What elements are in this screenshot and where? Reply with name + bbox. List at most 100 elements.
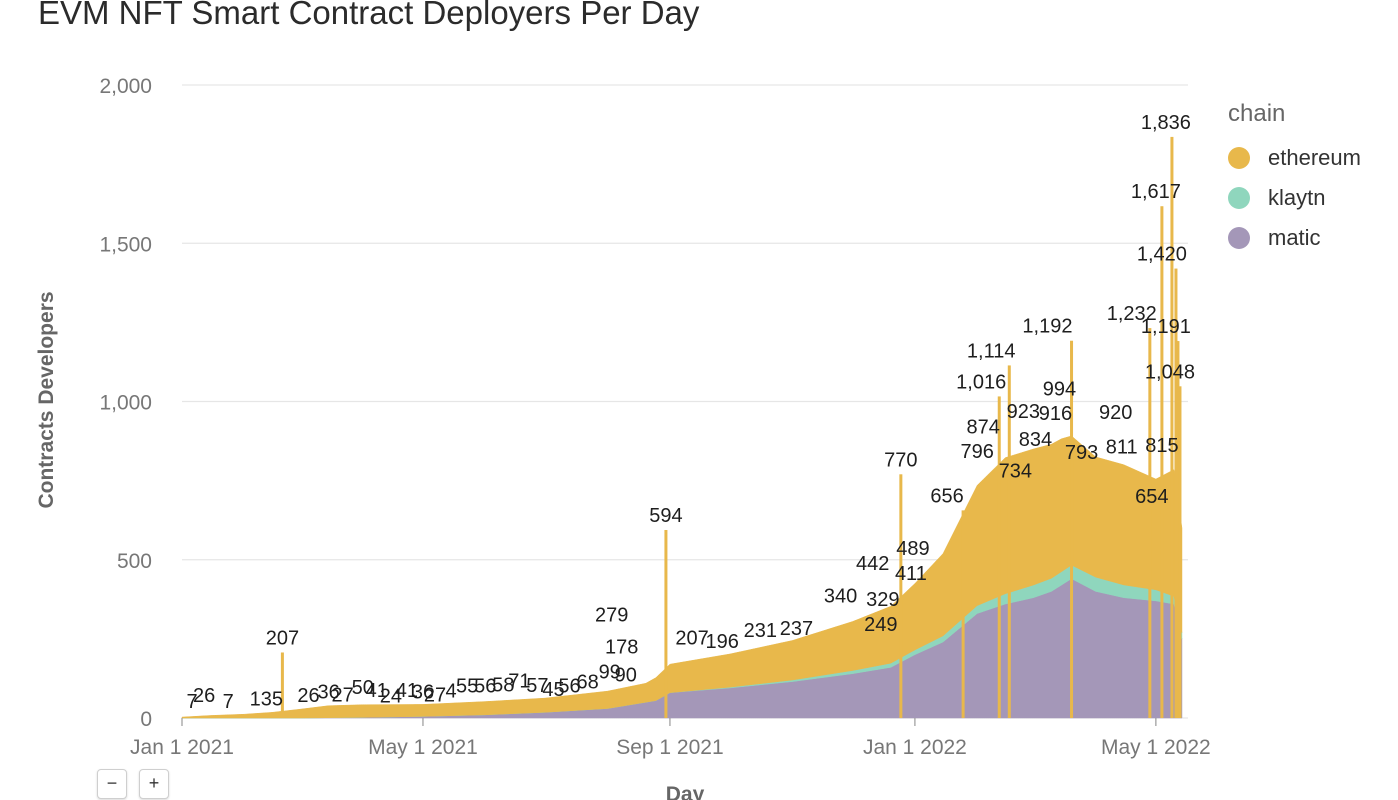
- data-label-25: 178: [605, 637, 638, 659]
- x-tick-label-3: Jan 1 2022: [863, 736, 967, 759]
- data-label-53: 1,232: [1107, 303, 1157, 325]
- data-label-26: 279: [595, 605, 628, 627]
- data-label-37: 489: [896, 538, 929, 560]
- peak-bar-11: [1176, 341, 1180, 718]
- peak-bar-3: [961, 510, 965, 718]
- data-label-48: 916: [1039, 403, 1072, 425]
- data-label-49: 994: [1043, 378, 1076, 400]
- data-label-38: 411: [895, 563, 927, 585]
- legend-label-ethereum: ethereum: [1268, 145, 1361, 170]
- peak-bar-10: [1174, 268, 1178, 718]
- peak-bar-5: [1007, 365, 1011, 718]
- data-label-36: 770: [884, 449, 917, 471]
- x-axis-title: Day: [666, 783, 705, 800]
- data-label-2: 7: [223, 691, 234, 713]
- series-layer: [181, 435, 1183, 719]
- peak-bar-0: [280, 652, 284, 718]
- data-label-1: 26: [193, 685, 215, 707]
- legend-label-klaytn: klaytn: [1268, 185, 1326, 210]
- y-tick-label-2000: 2,000: [99, 75, 152, 98]
- data-label-13: 27: [424, 684, 446, 706]
- spike-layer: [280, 136, 1182, 719]
- data-label-60: 1,836: [1141, 112, 1191, 134]
- data-label-7: 27: [332, 684, 354, 706]
- peak-bar-4: [997, 396, 1001, 718]
- data-label-33: 442: [856, 553, 889, 575]
- peak-bar-6: [1070, 340, 1074, 718]
- data-label-9: 41: [366, 680, 388, 702]
- legend-item-ethereum[interactable]: ethereum: [1228, 138, 1361, 178]
- data-label-31: 237: [780, 618, 813, 640]
- data-label-30: 231: [744, 620, 777, 642]
- x-tick-label-4: May 1 2022: [1101, 736, 1211, 759]
- data-label-45: 923: [1007, 401, 1040, 423]
- axis-layer: 0 500 1,000 1,500 2,000 Jan 1 2021 May 1 2021 S…: [99, 75, 1210, 759]
- legend-swatch-matic: [1228, 227, 1250, 249]
- data-label-24: 90: [615, 665, 637, 687]
- data-label-39: 656: [930, 485, 963, 507]
- chart-title: EVM NFT Smart Contract Deployers Per Day: [38, 0, 700, 31]
- data-label-15: 55: [456, 676, 478, 698]
- data-label-40: 796: [960, 441, 993, 463]
- zoom-in-button[interactable]: +: [139, 769, 169, 799]
- data-label-46: 834: [1019, 429, 1052, 451]
- data-label-16: 56: [474, 675, 496, 697]
- data-label-35: 249: [864, 614, 897, 636]
- peak-bar-2: [899, 474, 903, 718]
- legend: chain ethereum klaytn matic: [1228, 100, 1361, 258]
- data-label-23: 99: [599, 662, 621, 684]
- data-label-43: 1,114: [967, 340, 1016, 362]
- y-tick-label-1500: 1,500: [99, 233, 152, 256]
- data-label-32: 340: [824, 585, 857, 607]
- data-label-44: 734: [999, 461, 1032, 483]
- x-tick-label-0: Jan 1 2021: [130, 736, 234, 759]
- data-label-51: 920: [1099, 402, 1132, 424]
- data-label-58: 1,048: [1145, 361, 1195, 383]
- zoom-out-button[interactable]: −: [97, 769, 127, 799]
- data-label-17: 58: [492, 675, 514, 697]
- legend-swatch-ethereum: [1228, 147, 1250, 169]
- data-label-19: 57: [526, 675, 548, 697]
- legend-item-matic[interactable]: matic: [1228, 218, 1361, 258]
- series-area-ethereum: [181, 435, 1183, 719]
- data-label-4: 207: [266, 627, 299, 649]
- peak-bar-1: [664, 529, 668, 718]
- data-label-0: 7: [186, 691, 197, 713]
- data-label-55: 815: [1145, 435, 1178, 457]
- data-label-59: 1,617: [1131, 181, 1181, 203]
- data-label-11: 41: [396, 680, 418, 702]
- data-label-18: 71: [508, 671, 530, 693]
- data-label-50: 793: [1065, 442, 1098, 464]
- peak-bar-8: [1160, 206, 1164, 719]
- data-label-21: 56: [558, 675, 580, 697]
- data-label-52: 811: [1106, 436, 1138, 458]
- legend-title: chain: [1228, 100, 1286, 127]
- peak-bar-7: [1148, 328, 1152, 718]
- x-tick-label-2: Sep 1 2021: [616, 736, 723, 759]
- data-label-12: 36: [412, 682, 434, 704]
- data-label-54: 654: [1135, 486, 1168, 508]
- y-axis-title: Contracts Developers: [35, 291, 58, 508]
- data-label-10: 24: [380, 685, 402, 707]
- data-label-57: 1,420: [1137, 244, 1187, 266]
- data-label-3: 135: [250, 689, 283, 711]
- data-label-5: 26: [297, 685, 319, 707]
- data-label-20: 45: [542, 679, 564, 701]
- y-tick-label-500: 500: [117, 550, 152, 573]
- data-label-34: 329: [866, 589, 899, 611]
- data-label-56: 1,191: [1141, 316, 1191, 338]
- x-tick-label-1: May 1 2021: [368, 736, 478, 759]
- legend-item-klaytn[interactable]: klaytn: [1228, 178, 1361, 218]
- data-label-6: 36: [317, 682, 339, 704]
- peak-bar-9: [1170, 136, 1174, 718]
- data-label-42: 1,016: [956, 371, 1006, 393]
- data-label-28: 207: [675, 627, 708, 649]
- data-label-29: 196: [705, 631, 738, 653]
- legend-swatch-klaytn: [1228, 187, 1250, 209]
- data-label-27: 594: [649, 505, 682, 527]
- peak-bar-12: [1178, 386, 1182, 718]
- data-label-41: 874: [966, 416, 999, 438]
- data-label-14: 4: [446, 680, 457, 702]
